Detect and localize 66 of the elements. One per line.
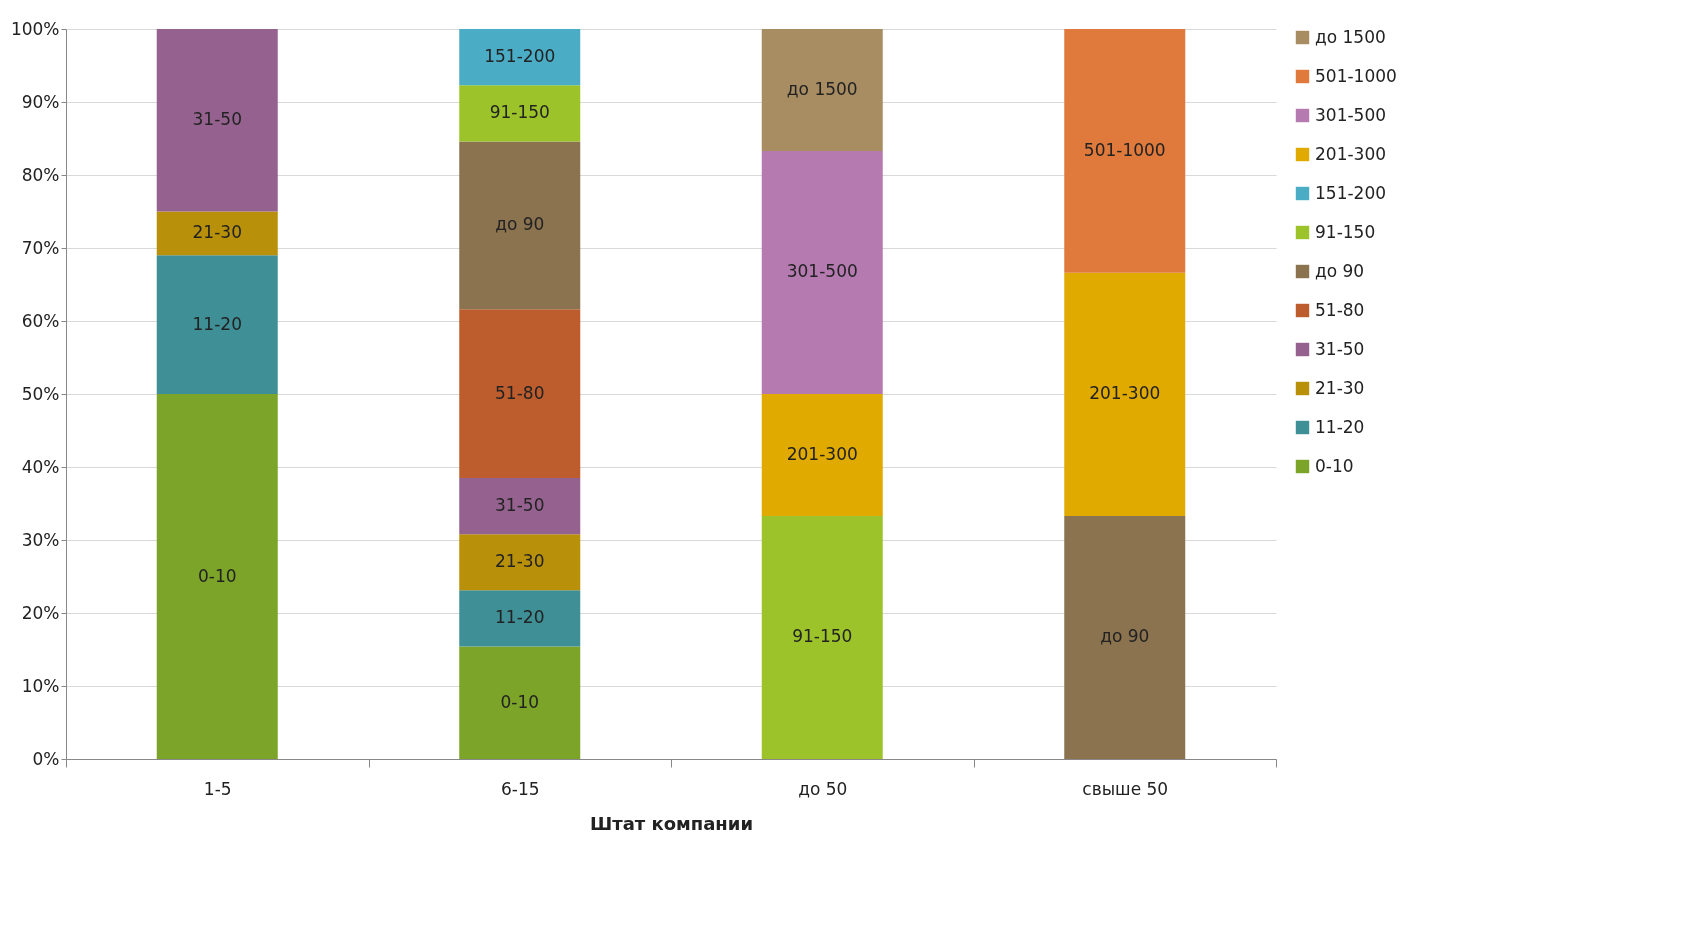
y-tick-label: 50% <box>21 383 60 404</box>
text: 91-150 <box>489 102 550 123</box>
legend-label: до 90 <box>1315 260 1365 281</box>
bar <box>156 255 278 394</box>
bar <box>459 590 581 647</box>
text: 11-20 <box>192 313 242 334</box>
text: 301-500 <box>786 261 858 282</box>
text: 91-150 <box>792 626 853 647</box>
bar <box>761 515 883 759</box>
bar <box>459 141 581 310</box>
text: 201-300 <box>1089 383 1161 404</box>
text: 151-200 <box>484 46 556 67</box>
text: 0-10 <box>500 691 540 712</box>
bar <box>761 29 883 151</box>
text: 21-30 <box>192 222 242 243</box>
text: 51-80 <box>495 382 545 403</box>
text: 201-300 <box>786 443 858 464</box>
text: 0-10 <box>197 565 237 586</box>
text: до 90 <box>495 214 545 235</box>
legend-label: 11-20 <box>1315 416 1365 437</box>
y-tick-label: 20% <box>21 602 60 623</box>
bar <box>459 646 581 759</box>
legend-label: до 1500 <box>1315 26 1386 47</box>
text: 21-30 <box>495 551 545 572</box>
text: до 90 <box>1100 626 1150 647</box>
bar <box>156 394 278 759</box>
legend-label: 0-10 <box>1315 455 1354 476</box>
bar <box>1064 29 1186 273</box>
bar <box>761 150 883 394</box>
x-tick-label: свыше 50 <box>1082 778 1169 799</box>
bar <box>156 211 278 256</box>
y-tick-label: 70% <box>21 237 60 258</box>
y-tick-label: 90% <box>21 91 60 112</box>
legend-label: 501-1000 <box>1315 65 1397 86</box>
bar <box>1064 272 1186 516</box>
y-tick-label: 80% <box>21 164 60 185</box>
bar <box>459 29 581 86</box>
legend-label: 21-30 <box>1315 377 1365 398</box>
bar <box>459 85 581 142</box>
y-tick-label: 60% <box>21 310 60 331</box>
legend-label: 201-300 <box>1315 143 1387 164</box>
legend-label: 151-200 <box>1315 182 1387 203</box>
x-axis-title: Штат компании <box>589 812 754 834</box>
y-tick-label: 30% <box>21 529 60 550</box>
y-tick-label: 40% <box>21 456 60 477</box>
legend-label: 51-80 <box>1315 299 1365 320</box>
y-tick-label: 100% <box>10 18 60 39</box>
x-tick-label: 6-15 <box>500 778 540 799</box>
x-tick-label: до 50 <box>798 778 848 799</box>
legend-label: 91-150 <box>1315 221 1376 242</box>
bar <box>459 477 581 535</box>
legend-label: 31-50 <box>1315 338 1365 359</box>
legend-label: 301-500 <box>1315 104 1387 125</box>
text: до 1500 <box>786 78 858 99</box>
text: 11-20 <box>495 607 545 628</box>
bar <box>1064 515 1186 759</box>
x-tick-label: 1-5 <box>203 778 232 799</box>
text: 31-50 <box>192 109 242 130</box>
text: 501-1000 <box>1083 139 1166 160</box>
y-tick-label: 0% <box>32 748 60 769</box>
y-tick-label: 10% <box>21 675 60 696</box>
bar <box>156 29 278 212</box>
bar <box>761 394 883 516</box>
text: 31-50 <box>495 495 545 516</box>
bar <box>459 309 581 478</box>
bar <box>459 534 581 591</box>
